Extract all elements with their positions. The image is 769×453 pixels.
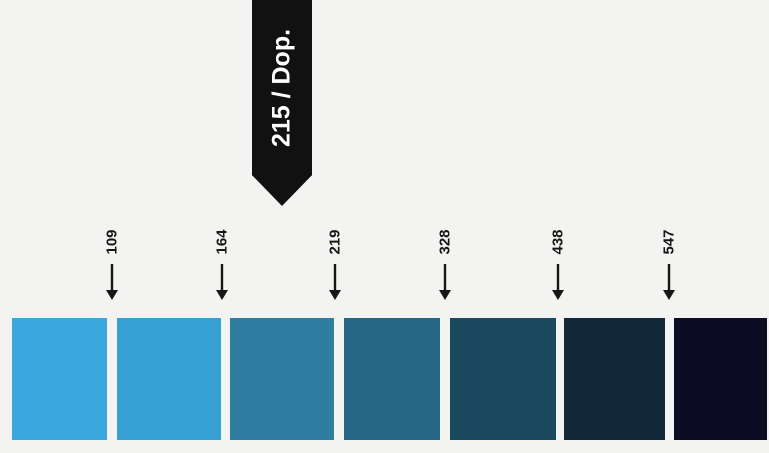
- marker-6: 547: [656, 218, 682, 304]
- color-swatch-2: [117, 318, 221, 440]
- down-arrow-icon: [329, 264, 341, 300]
- pointer-arrow-shape: [252, 0, 312, 206]
- marker-1: 109: [99, 218, 125, 304]
- down-arrow-icon: [439, 264, 451, 300]
- color-swatch-3: [230, 318, 334, 440]
- color-swatch-1: [12, 318, 107, 440]
- pointer-label: 215 / Dop.: [267, 28, 296, 148]
- down-arrow-icon: [216, 264, 228, 300]
- color-swatch-5: [450, 318, 556, 440]
- marker-3: 219: [322, 218, 348, 304]
- color-swatch-7: [674, 318, 767, 440]
- down-arrow-icon: [663, 264, 675, 300]
- down-arrow-icon: [106, 264, 118, 300]
- marker-label: 164: [213, 229, 231, 255]
- marker-5: 438: [545, 218, 571, 304]
- color-swatch-4: [344, 318, 440, 440]
- down-arrow-icon: [552, 264, 564, 300]
- marker-label: 547: [660, 229, 678, 255]
- indicator-pointer: 215 / Dop.: [252, 0, 312, 206]
- color-swatch-6: [564, 318, 665, 440]
- marker-label: 109: [103, 229, 121, 255]
- marker-label: 328: [436, 229, 454, 255]
- marker-2: 164: [209, 218, 235, 304]
- marker-4: 328: [432, 218, 458, 304]
- marker-label: 219: [326, 229, 344, 255]
- marker-label: 438: [549, 229, 567, 255]
